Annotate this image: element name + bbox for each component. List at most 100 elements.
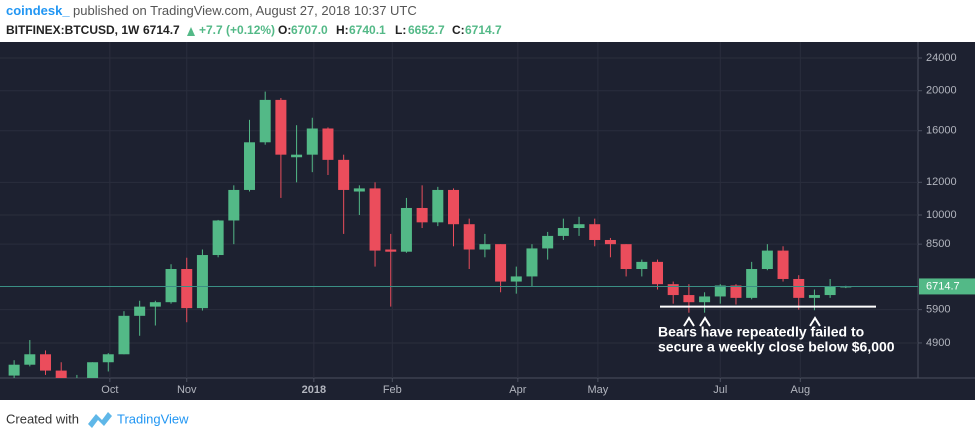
x-tick-label: Apr bbox=[509, 384, 526, 396]
candle-body bbox=[259, 99, 271, 143]
candle-body bbox=[730, 285, 742, 298]
readout-value: 6740.1 bbox=[349, 23, 386, 37]
candle-body bbox=[353, 188, 365, 192]
annotation: secure a weekly close below $6,000 bbox=[658, 339, 895, 355]
candle-body bbox=[275, 99, 287, 155]
candle-body bbox=[808, 295, 820, 298]
candle-body bbox=[291, 154, 303, 158]
candle-body bbox=[714, 285, 726, 297]
candle-body bbox=[620, 244, 632, 270]
candle-body bbox=[589, 224, 601, 240]
candle-body bbox=[479, 244, 491, 250]
x-tick-label: Feb bbox=[383, 384, 402, 396]
x-tick-label: Nov bbox=[177, 384, 197, 396]
y-tick-label: 4900 bbox=[926, 337, 950, 349]
candle-body bbox=[448, 189, 460, 225]
x-tick-label: Jul bbox=[713, 384, 727, 396]
candle-body bbox=[636, 261, 648, 270]
candle-body bbox=[652, 261, 664, 285]
candle-body bbox=[604, 239, 616, 245]
candle-body bbox=[134, 306, 146, 316]
last-price-box bbox=[919, 278, 975, 295]
candle-body bbox=[369, 188, 381, 251]
last-readout: 6714.7 bbox=[143, 23, 180, 37]
candle-body bbox=[526, 248, 538, 277]
y-tick-label: 16000 bbox=[926, 125, 957, 137]
logo-shape bbox=[88, 412, 112, 428]
candle-body bbox=[338, 159, 350, 190]
readout-key: C: bbox=[452, 23, 465, 37]
candle-body bbox=[40, 354, 52, 371]
candle-body bbox=[118, 315, 130, 355]
readout-value: 6652.7 bbox=[408, 23, 445, 37]
published: published on TradingView.com, August 27,… bbox=[73, 3, 417, 18]
y-tick-label: 12000 bbox=[926, 176, 957, 188]
candle-body bbox=[793, 278, 805, 298]
candle-body bbox=[777, 250, 789, 279]
readout-key: L: bbox=[395, 23, 406, 37]
candle-body bbox=[165, 269, 177, 303]
candle-body bbox=[761, 250, 773, 270]
candle-body bbox=[55, 370, 67, 378]
candle-body bbox=[400, 207, 412, 252]
candle-body bbox=[87, 362, 99, 378]
chart-bg bbox=[0, 42, 975, 400]
candle-body bbox=[149, 302, 161, 307]
candle-body bbox=[228, 189, 240, 221]
annotation: Bears have repeatedly failed to bbox=[658, 324, 864, 340]
candle-body bbox=[8, 364, 20, 376]
candle-body bbox=[573, 224, 585, 229]
y-tick-label: 20000 bbox=[926, 85, 957, 97]
x-tick-label: May bbox=[587, 384, 608, 396]
candle-body bbox=[196, 255, 208, 309]
candle-body bbox=[24, 354, 36, 365]
candle-body bbox=[322, 128, 334, 160]
last-price-label: 6714.7 bbox=[926, 280, 960, 292]
y-tick-label: 5900 bbox=[926, 304, 950, 316]
candle-body bbox=[212, 220, 224, 256]
candle-body bbox=[306, 128, 318, 155]
footer-brand[interactable]: TradingView bbox=[117, 411, 189, 426]
header-line-1: coindesk_ published on TradingView.com, … bbox=[6, 3, 417, 18]
candle-body bbox=[824, 286, 836, 296]
x-tick-label: Aug bbox=[791, 384, 811, 396]
header-bg bbox=[0, 0, 975, 42]
candle-body bbox=[510, 276, 522, 282]
candle-body bbox=[683, 295, 695, 303]
x-tick-label: Oct bbox=[101, 384, 118, 396]
readout-value: 6707.0 bbox=[291, 23, 328, 37]
readout-key: H: bbox=[336, 23, 349, 37]
overlay: 6714.7 bbox=[660, 278, 975, 327]
y-tick-label: 24000 bbox=[926, 52, 957, 64]
up-arrow bbox=[187, 27, 195, 36]
candle-body bbox=[746, 269, 758, 298]
y-tick-label: 10000 bbox=[926, 209, 957, 221]
tradingview-logo[interactable] bbox=[88, 412, 112, 428]
caret bbox=[809, 316, 821, 327]
candles bbox=[0, 91, 918, 378]
grid: 4900 5900 8500 10000 12000 16000 20000 24000 Oct… bbox=[0, 42, 957, 396]
readout-value: 6714.7 bbox=[465, 23, 502, 37]
caret bbox=[699, 316, 711, 327]
change: +7.7 (+0.12%) bbox=[199, 23, 275, 37]
header-line-2: BITFINEX:BTCUSD, 1W 6714.7 +7.7 (+0.12%)… bbox=[6, 23, 502, 37]
symbol: BITFINEX:BTCUSD, 1W bbox=[6, 23, 140, 37]
x-tick-label: 2018 bbox=[302, 384, 326, 396]
candle-body bbox=[432, 189, 444, 223]
candle-body bbox=[699, 296, 711, 303]
candle-body bbox=[557, 228, 569, 236]
author[interactable]: coindesk_ bbox=[6, 3, 70, 18]
candle-body bbox=[244, 142, 256, 190]
candle-body bbox=[542, 235, 554, 249]
candle-body bbox=[385, 249, 397, 252]
candle-body bbox=[463, 224, 475, 250]
candle-body bbox=[181, 269, 193, 309]
y-tick-label: 8500 bbox=[926, 238, 950, 250]
candle-body bbox=[495, 244, 507, 282]
caret bbox=[683, 316, 695, 327]
footer-text: Created with bbox=[6, 411, 79, 426]
candle-body bbox=[416, 207, 428, 223]
readout-key: O: bbox=[278, 23, 291, 37]
candle-body bbox=[102, 354, 114, 363]
